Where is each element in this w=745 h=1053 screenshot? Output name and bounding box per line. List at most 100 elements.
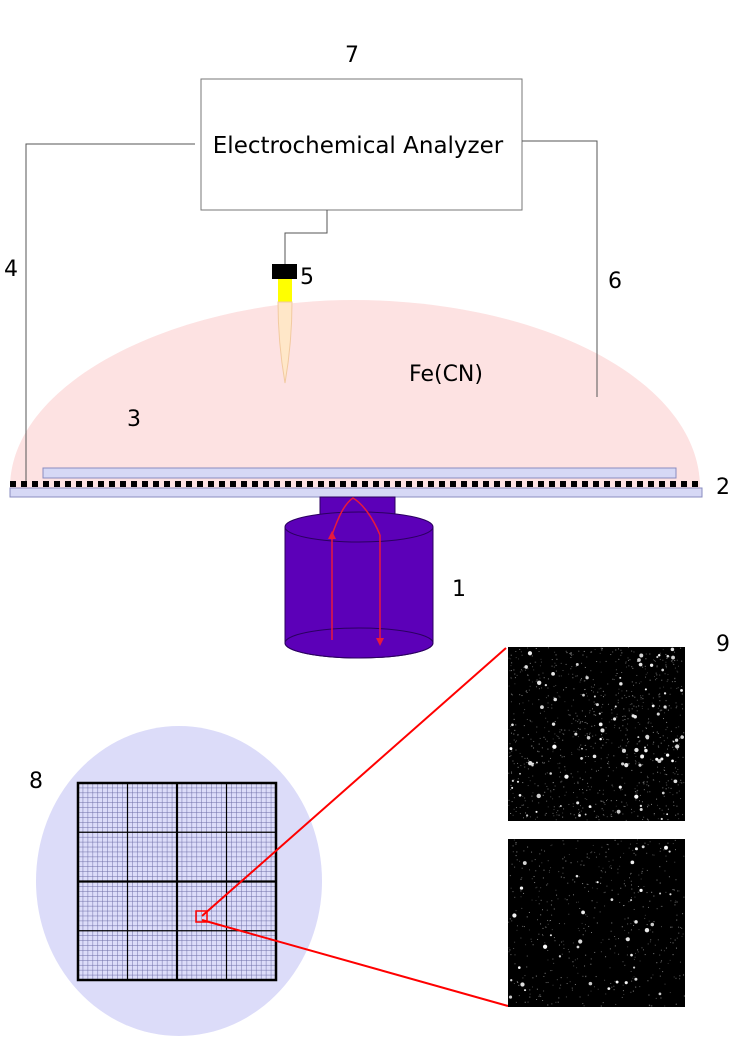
noise-pixel — [546, 901, 548, 903]
noise-pixel — [620, 745, 622, 747]
noise-pixel — [511, 662, 513, 664]
label-1: 1 — [452, 577, 466, 602]
noise-pixel — [576, 715, 578, 717]
noise-pixel — [631, 980, 633, 982]
noise-pixel — [532, 666, 534, 668]
noise-pixel — [635, 986, 637, 988]
noise-pixel — [521, 907, 523, 909]
noise-pixel — [601, 846, 603, 848]
noise-pixel — [660, 847, 662, 849]
fluorescent-spot — [651, 704, 655, 708]
noise-pixel — [552, 984, 554, 986]
fluorescent-spot — [524, 989, 527, 992]
noise-pixel — [510, 693, 512, 695]
noise-pixel — [649, 653, 651, 655]
noise-pixel — [636, 674, 638, 676]
noise-pixel — [556, 658, 558, 660]
noise-pixel — [619, 856, 621, 858]
noise-pixel — [641, 705, 643, 707]
noise-pixel — [634, 696, 636, 698]
noise-pixel — [663, 950, 665, 952]
fluorescent-spot — [549, 772, 552, 775]
noise-pixel — [519, 703, 521, 705]
noise-pixel — [527, 675, 529, 677]
noise-pixel — [676, 792, 678, 794]
noise-pixel — [634, 788, 636, 790]
noise-pixel — [675, 879, 677, 881]
noise-pixel — [614, 936, 616, 938]
noise-pixel — [664, 870, 666, 872]
noise-pixel — [627, 659, 629, 661]
noise-pixel — [515, 724, 517, 726]
noise-pixel — [584, 688, 586, 690]
noise-pixel — [606, 816, 608, 818]
noise-pixel — [564, 769, 566, 771]
noise-pixel — [611, 784, 613, 786]
noise-pixel — [596, 922, 598, 924]
noise-pixel — [510, 887, 512, 889]
noise-pixel — [683, 974, 685, 976]
noise-pixel — [601, 718, 603, 720]
noise-pixel — [674, 939, 676, 941]
noise-pixel — [627, 723, 629, 725]
noise-pixel — [597, 988, 599, 990]
noise-pixel — [510, 658, 512, 660]
noise-pixel — [547, 707, 549, 709]
noise-pixel — [659, 737, 661, 739]
fluorescent-spot — [673, 779, 678, 784]
fluorescent-spot — [650, 922, 655, 927]
noise-pixel — [509, 949, 511, 951]
noise-pixel — [643, 781, 645, 783]
noise-pixel — [542, 761, 544, 763]
noise-pixel — [626, 757, 628, 759]
noise-pixel — [613, 755, 615, 757]
fluorescent-spot — [657, 759, 662, 764]
noise-pixel — [662, 718, 664, 720]
noise-pixel — [591, 900, 593, 902]
noise-pixel — [544, 783, 546, 785]
noise-pixel — [650, 939, 652, 941]
noise-pixel — [593, 810, 595, 812]
noise-pixel — [628, 932, 630, 934]
noise-pixel — [595, 770, 597, 772]
noise-pixel — [543, 710, 545, 712]
noise-pixel — [612, 651, 614, 653]
noise-pixel — [531, 800, 533, 802]
noise-pixel — [635, 755, 637, 757]
noise-pixel — [628, 695, 630, 697]
noise-pixel — [526, 966, 528, 968]
noise-pixel — [681, 927, 683, 929]
fluorescent-spot — [641, 845, 645, 849]
noise-pixel — [652, 743, 654, 745]
noise-pixel — [610, 930, 612, 932]
noise-pixel — [528, 700, 530, 702]
noise-pixel — [642, 906, 644, 908]
noise-pixel — [561, 953, 563, 955]
noise-pixel — [672, 889, 674, 891]
noise-pixel — [510, 732, 512, 734]
noise-pixel — [675, 761, 677, 763]
noise-pixel — [596, 888, 598, 890]
noise-pixel — [563, 808, 565, 810]
analyzer-box — [200, 78, 523, 211]
noise-pixel — [677, 784, 679, 786]
noise-pixel — [572, 961, 574, 963]
noise-pixel — [579, 721, 581, 723]
noise-pixel — [621, 801, 623, 803]
noise-pixel — [524, 797, 526, 799]
noise-pixel — [658, 746, 660, 748]
noise-pixel — [584, 734, 586, 736]
noise-pixel — [640, 698, 642, 700]
noise-pixel — [566, 983, 568, 985]
noise-pixel — [523, 712, 525, 714]
noise-pixel — [659, 705, 661, 707]
noise-pixel — [638, 929, 640, 931]
coverslip — [42, 467, 677, 479]
noise-pixel — [666, 680, 668, 682]
noise-pixel — [634, 791, 636, 793]
noise-pixel — [611, 712, 613, 714]
fluorescent-spot — [599, 737, 602, 741]
noise-pixel — [526, 691, 528, 693]
noise-pixel — [679, 978, 681, 980]
noise-pixel — [654, 660, 656, 662]
